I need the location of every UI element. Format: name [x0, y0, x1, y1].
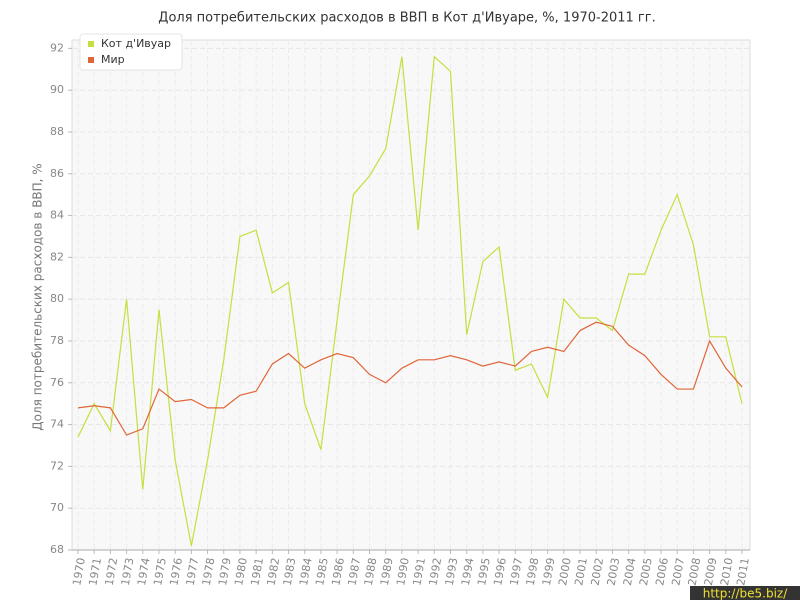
x-tick-label: 1973 [119, 557, 137, 587]
y-tick-label: 80 [50, 292, 64, 305]
x-tick-label: 1992 [427, 557, 445, 587]
x-tick-label: 1982 [265, 557, 283, 587]
x-tick-label: 1980 [232, 557, 250, 587]
x-tick-label: 2009 [702, 557, 720, 587]
y-tick-label: 90 [50, 83, 64, 96]
x-tick-label: 2004 [621, 557, 639, 587]
x-tick-label: 1975 [151, 557, 169, 587]
legend-label: Кот д'Ивуар [101, 37, 171, 50]
x-tick-label: 1990 [394, 557, 412, 587]
x-tick-label: 1979 [216, 557, 234, 587]
legend-box [79, 33, 183, 71]
legend-swatch [88, 57, 94, 63]
x-tick-label: 1978 [200, 557, 218, 587]
x-tick-label: 2007 [669, 557, 687, 587]
y-tick-label: 76 [50, 376, 64, 389]
grid: 6870727476788082848688909219701971197219… [50, 40, 752, 587]
legend: Кот д'Ивуар Мир [79, 33, 183, 71]
x-tick-label: 1976 [167, 557, 185, 587]
x-tick-label: 2010 [718, 557, 736, 587]
x-tick-label: 2003 [605, 557, 623, 587]
lines [77, 55, 743, 546]
x-tick-label: 1985 [313, 557, 331, 587]
x-tick-label: 1971 [86, 557, 104, 587]
y-tick-label: 68 [50, 543, 64, 556]
x-tick-label: 1989 [378, 557, 396, 587]
y-tick-label: 72 [50, 459, 64, 472]
y-axis-label: Доля потребительских расходов в ВВП, % [31, 163, 45, 430]
x-tick-label: 2008 [686, 557, 704, 587]
y-tick-label: 84 [50, 209, 64, 222]
chart-title: Доля потребительских расходов в ВВП в Ко… [158, 11, 655, 26]
x-tick-label: 1974 [135, 557, 153, 587]
legend-swatch [88, 41, 94, 47]
x-tick-label: 2002 [588, 557, 606, 587]
y-tick-label: 82 [50, 250, 64, 263]
x-tick-label: 1993 [443, 557, 461, 587]
x-tick-label: 1984 [297, 557, 315, 587]
x-tick-label: 1988 [362, 557, 380, 587]
x-tick-label: 1977 [184, 557, 202, 587]
x-tick-label: 1987 [346, 557, 364, 587]
watermark: http://be5.biz/ [703, 587, 788, 601]
x-tick-label: 2011 [734, 557, 752, 587]
x-tick-label: 1999 [540, 557, 558, 587]
x-tick-label: 2001 [572, 557, 590, 587]
y-tick-label: 70 [50, 501, 64, 514]
x-tick-label: 2006 [653, 557, 671, 587]
x-tick-label: 1994 [459, 557, 477, 587]
x-tick-label: 2005 [637, 557, 655, 587]
y-tick-label: 78 [50, 334, 64, 347]
x-tick-label: 1995 [475, 557, 493, 587]
x-tick-label: 1981 [248, 557, 266, 587]
series-line [77, 321, 743, 436]
y-tick-label: 92 [50, 41, 64, 54]
legend-label: Мир [101, 53, 125, 66]
x-tick-label: 1996 [491, 557, 509, 587]
watermark-bg [690, 586, 800, 600]
y-tick-label: 88 [50, 125, 64, 138]
series-line [77, 55, 743, 546]
x-tick-label: 1986 [329, 557, 347, 587]
x-tick-label: 1972 [103, 557, 121, 587]
x-tick-label: 2000 [556, 557, 574, 587]
y-tick-label: 74 [50, 418, 64, 431]
x-tick-label: 1991 [410, 557, 428, 587]
y-tick-label: 86 [50, 167, 64, 180]
x-tick-label: 1970 [70, 557, 88, 587]
x-tick-label: 1998 [524, 557, 542, 587]
plot-area [71, 39, 751, 551]
x-tick-label: 1997 [508, 557, 526, 587]
x-tick-label: 1983 [281, 557, 299, 587]
